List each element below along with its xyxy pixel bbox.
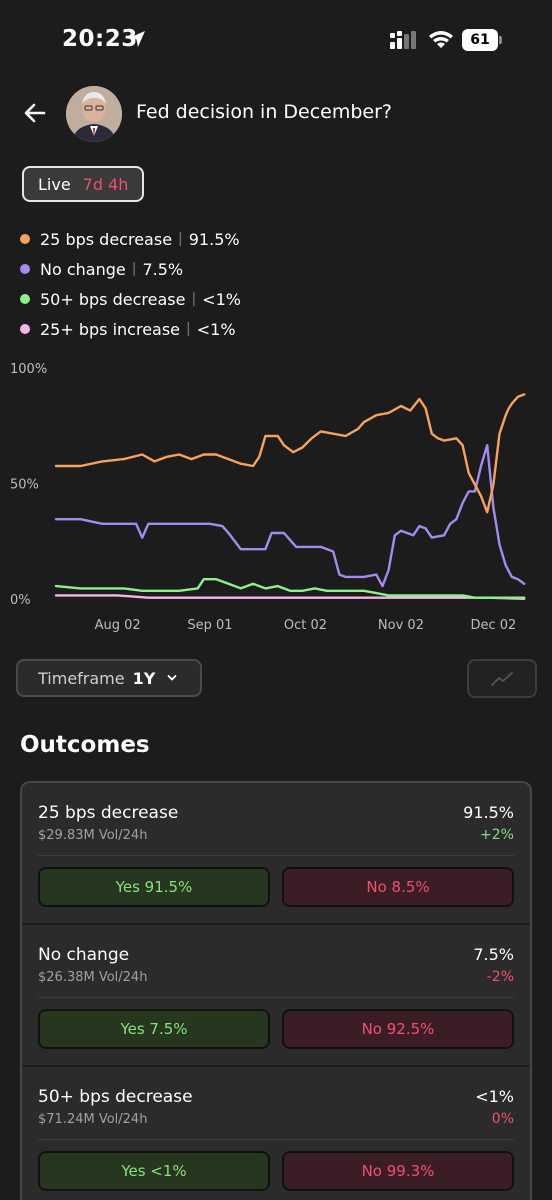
live-label: Live — [38, 174, 71, 194]
outcome-probability: 7.5% — [473, 945, 514, 964]
page-title: Fed decision in December? — [136, 101, 393, 123]
back-arrow-icon[interactable] — [22, 100, 48, 126]
series-line — [54, 577, 526, 599]
location-arrow-icon — [129, 31, 145, 47]
legend-item: 25 bps decrease | 91.5% — [20, 224, 241, 254]
chart-type-toggle[interactable] — [467, 659, 537, 698]
y-tick-label: 0% — [10, 593, 31, 608]
cellular-signal-icon — [390, 31, 416, 49]
line-chart-icon — [491, 671, 513, 686]
outcome-card[interactable]: No change $26.38M Vol/24h 7.5% -2% Yes 7… — [22, 925, 530, 1067]
outcome-volume: $29.83M Vol/24h — [38, 828, 148, 843]
chart-legend: 25 bps decrease | 91.5% No change | 7.5%… — [20, 224, 241, 344]
x-tick-label: Nov 02 — [378, 618, 424, 633]
outcome-name: No change — [38, 945, 130, 965]
x-tick-label: Aug 02 — [95, 618, 141, 633]
buy-no-button[interactable]: No 92.5% — [282, 1009, 514, 1049]
legend-item: No change | 7.5% — [20, 254, 241, 284]
battery-icon: 61 — [462, 29, 502, 51]
status-time: 20:23 — [62, 26, 138, 52]
y-tick-label: 100% — [10, 362, 47, 377]
legend-value: 7.5% — [142, 259, 184, 279]
series-line — [54, 393, 526, 514]
buy-no-button[interactable]: No 8.5% — [282, 867, 514, 907]
x-tick-label: Dec 02 — [470, 618, 516, 633]
legend-dot — [20, 234, 30, 244]
outcomes-list: 25 bps decrease $29.83M Vol/24h 91.5% +2… — [20, 781, 532, 1200]
outcome-volume: $71.24M Vol/24h — [38, 1112, 148, 1127]
outcome-change: 0% — [491, 1111, 514, 1127]
outcome-probability: 91.5% — [463, 803, 514, 822]
outcome-card[interactable]: 50+ bps decrease $71.24M Vol/24h <1% 0% … — [22, 1067, 530, 1200]
x-tick-label: Oct 02 — [284, 618, 327, 633]
outcome-name: 25 bps decrease — [38, 803, 179, 823]
legend-label: 50+ bps decrease — [40, 289, 186, 309]
legend-label: 25 bps decrease — [40, 229, 173, 249]
live-time-left: 7d 4h — [82, 174, 129, 194]
series-line — [54, 443, 526, 588]
series-line — [54, 594, 526, 601]
live-badge: Live 7d 4h — [22, 166, 144, 202]
legend-item: 25+ bps increase | <1% — [20, 314, 241, 344]
battery-level: 61 — [462, 29, 498, 51]
divider — [38, 1139, 514, 1140]
wifi-icon — [429, 31, 453, 48]
timeframe-label: Timeframe — [38, 668, 125, 688]
outcome-volume: $26.38M Vol/24h — [38, 970, 148, 985]
legend-dot — [20, 324, 30, 334]
buy-yes-button[interactable]: Yes <1% — [38, 1151, 270, 1191]
buy-yes-button[interactable]: Yes 7.5% — [38, 1009, 270, 1049]
outcome-probability: <1% — [475, 1087, 514, 1106]
buy-yes-button[interactable]: Yes 91.5% — [38, 867, 270, 907]
legend-label: 25+ bps increase — [40, 319, 181, 339]
legend-value: 91.5% — [188, 229, 240, 249]
probability-chart[interactable]: 100% 50% 0% Aug 02 Sep 01 Oct 02 Nov 02 Dec 02 — [0, 355, 552, 645]
divider — [38, 997, 514, 998]
legend-label: No change — [40, 259, 126, 279]
legend-value: <1% — [202, 289, 241, 309]
avatar — [66, 86, 122, 142]
y-tick-label: 50% — [10, 478, 39, 493]
outcome-change: +2% — [480, 827, 514, 843]
outcome-card[interactable]: 25 bps decrease $29.83M Vol/24h 91.5% +2… — [22, 783, 530, 925]
legend-dot — [20, 264, 30, 274]
status-bar: 20:23 61 — [0, 0, 552, 80]
legend-value: <1% — [196, 319, 236, 339]
buy-no-button[interactable]: No 99.3% — [282, 1151, 514, 1191]
timeframe-select[interactable]: Timeframe 1Y — [16, 659, 202, 697]
legend-item: 50+ bps decrease | <1% — [20, 284, 241, 314]
x-tick-label: Sep 01 — [187, 618, 232, 633]
legend-dot — [20, 294, 30, 304]
divider — [38, 855, 514, 856]
outcome-name: 50+ bps decrease — [38, 1087, 193, 1107]
outcome-change: -2% — [486, 969, 514, 985]
outcomes-title: Outcomes — [20, 732, 150, 758]
chevron-down-icon — [167, 675, 177, 681]
timeframe-value: 1Y — [132, 668, 156, 688]
